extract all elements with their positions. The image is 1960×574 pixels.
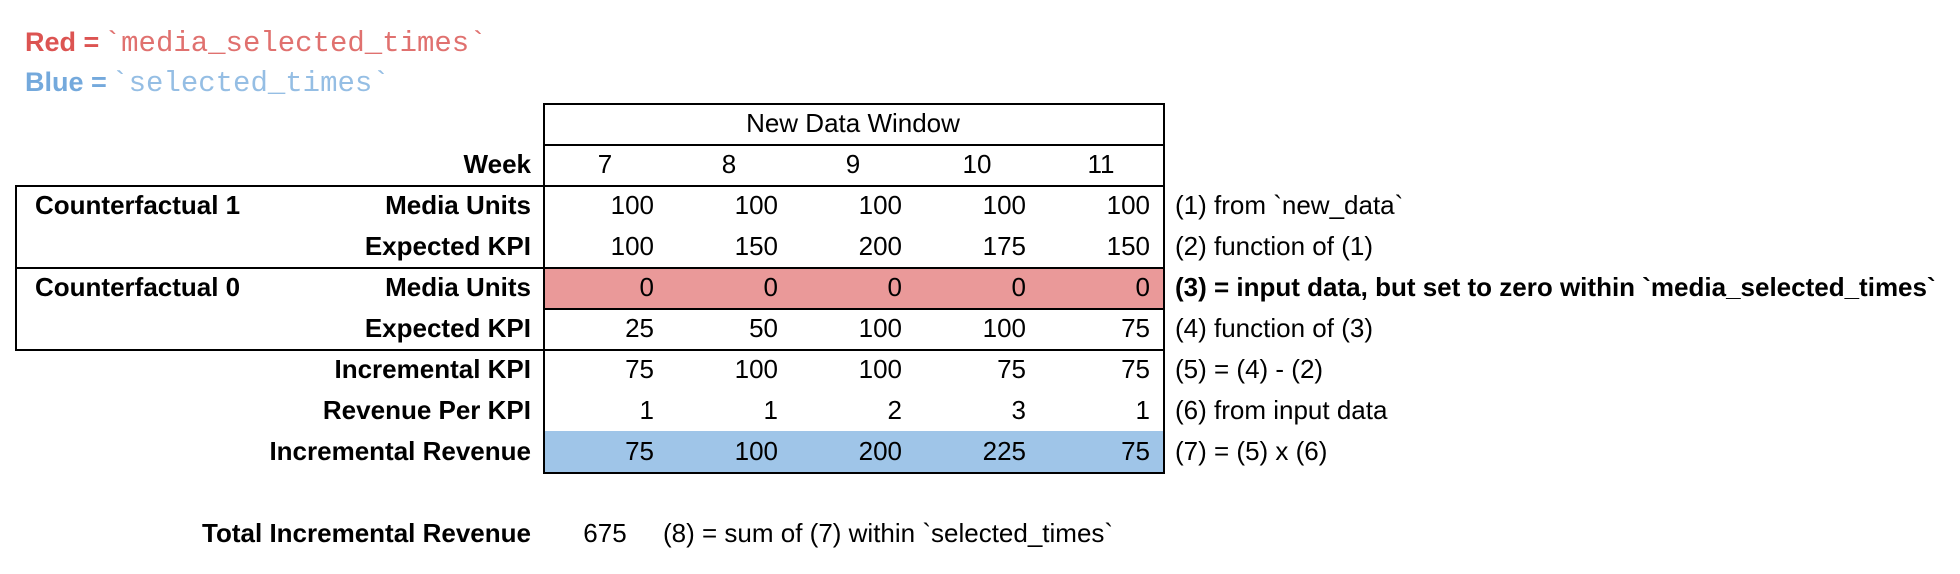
table-border (543, 308, 1165, 310)
value-cell: 75 (1121, 436, 1150, 466)
table-row: Revenue Per KPI 1 1 2 3 1 (6) from input… (0, 390, 1960, 431)
row-annotation: (7) = (5) x (6) (1175, 436, 1328, 466)
legend-red-label: Red = (25, 27, 100, 57)
table-border (15, 267, 1165, 269)
value-cell: 200 (858, 436, 902, 466)
legend-red-line: Red = `media_selected_times` (25, 22, 487, 62)
row-label: Expected KPI (364, 231, 531, 261)
week-cell: 11 (1087, 149, 1115, 179)
value-cell: 50 (749, 313, 778, 343)
value-cell: 0 (1135, 272, 1150, 302)
row-label: Media Units (385, 190, 531, 220)
total-label: Total Incremental Revenue (202, 518, 531, 548)
value-cell: 1 (1135, 395, 1150, 425)
value-cell: 100 (858, 190, 902, 220)
row-annotation: (4) function of (3) (1175, 313, 1373, 343)
value-cell: 100 (982, 190, 1026, 220)
table-row: Incremental Revenue 75 100 200 225 75 (7… (0, 431, 1960, 472)
table-border (543, 103, 545, 474)
table-border (15, 185, 17, 351)
table-border (543, 144, 1165, 146)
legend-blue-code: `selected_times` (111, 67, 390, 100)
row-annotation: (3) = input data, but set to zero within… (1175, 272, 1936, 302)
value-cell: 75 (997, 354, 1026, 384)
table-border (15, 349, 1165, 351)
value-cell: 150 (1106, 231, 1150, 261)
row-annotation: (1) from `new_data` (1175, 190, 1404, 220)
week-cell: 7 (597, 149, 613, 179)
value-cell: 0 (639, 272, 654, 302)
value-cell: 100 (982, 313, 1026, 343)
value-cell: 100 (734, 190, 778, 220)
legend-blue-label: Blue = (25, 67, 107, 97)
value-cell: 100 (858, 313, 902, 343)
legend-red-code: `media_selected_times` (103, 27, 487, 60)
value-cell: 2 (887, 395, 902, 425)
value-cell: 100 (858, 354, 902, 384)
legend-blue-line: Blue = `selected_times` (25, 62, 390, 102)
value-cell: 75 (1121, 313, 1150, 343)
table-row: Incremental KPI 75 100 100 75 75 (5) = (… (0, 349, 1960, 390)
table-row: Expected KPI 25 50 100 100 75 (4) functi… (0, 308, 1960, 349)
value-cell: 25 (625, 313, 654, 343)
value-cell: 100 (734, 436, 778, 466)
value-cell: 0 (887, 272, 902, 302)
table-row: Counterfactual 1 Media Units 100 100 100… (0, 185, 1960, 226)
table-border (543, 103, 1165, 105)
total-row: Total Incremental Revenue 675 (8) = sum … (0, 516, 1960, 550)
value-cell: 3 (1011, 395, 1026, 425)
row-label: Revenue Per KPI (322, 395, 531, 425)
table-row: Expected KPI 100 150 200 175 150 (2) fun… (0, 226, 1960, 267)
value-cell: 75 (625, 354, 654, 384)
value-cell: 75 (1121, 354, 1150, 384)
value-cell: 200 (858, 231, 902, 261)
value-cell: 100 (610, 231, 654, 261)
selected-times-highlight (545, 431, 1163, 472)
value-cell: 225 (982, 436, 1026, 466)
total-value: 675 (583, 518, 627, 548)
table-border (543, 472, 1165, 474)
week-cell: 9 (845, 149, 861, 179)
row-annotation: (6) from input data (1175, 395, 1388, 425)
week-cell: 8 (721, 149, 737, 179)
row-annotation: (5) = (4) - (2) (1175, 354, 1324, 384)
value-cell: 100 (610, 190, 654, 220)
group-label-counterfactual-0: Counterfactual 0 (35, 272, 241, 302)
total-annotation: (8) = sum of (7) within `selected_times` (663, 518, 1114, 548)
value-cell: 175 (982, 231, 1026, 261)
group-label-counterfactual-1: Counterfactual 1 (35, 190, 241, 220)
row-annotation: (2) function of (1) (1175, 231, 1373, 261)
value-cell: 0 (1011, 272, 1026, 302)
row-label: Incremental Revenue (269, 436, 531, 466)
table-border (15, 185, 1165, 187)
table-row: Counterfactual 0 Media Units 0 0 0 0 0 (… (0, 267, 1960, 308)
value-cell: 75 (625, 436, 654, 466)
value-cell: 150 (734, 231, 778, 261)
row-label: Media Units (385, 272, 531, 302)
week-cell: 10 (962, 149, 992, 179)
row-label: Incremental KPI (334, 354, 531, 384)
value-cell: 0 (763, 272, 778, 302)
value-cell: 100 (734, 354, 778, 384)
value-cell: 1 (763, 395, 778, 425)
week-row: Week 7 8 9 10 11 (0, 144, 1960, 185)
new-data-window-header: New Data Window (746, 108, 960, 138)
value-cell: 1 (639, 395, 654, 425)
media-selected-times-highlight (545, 267, 1163, 308)
row-label: Expected KPI (364, 313, 531, 343)
week-label: Week (463, 149, 531, 179)
value-cell: 100 (1106, 190, 1150, 220)
table-border (1163, 103, 1165, 474)
